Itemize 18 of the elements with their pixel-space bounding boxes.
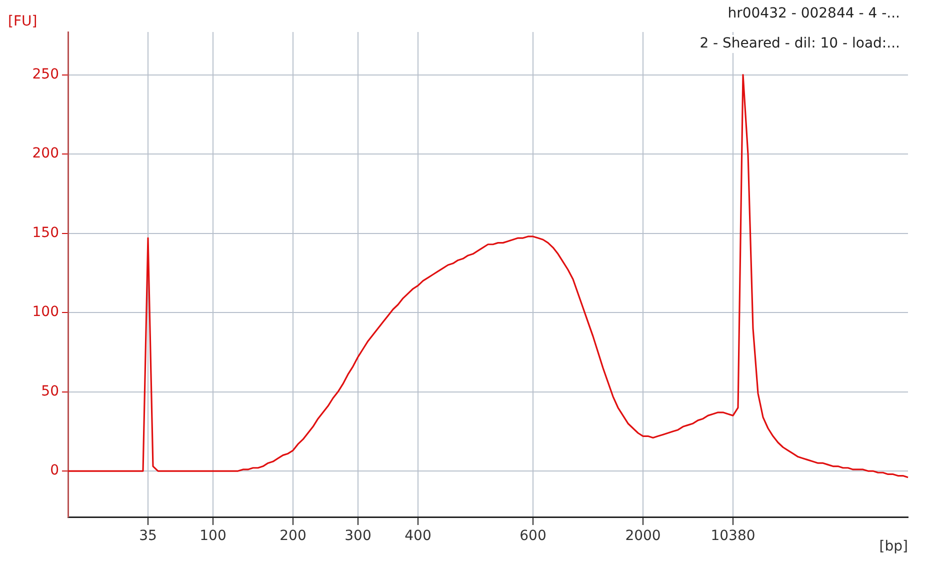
- x-tick-label: 35: [139, 528, 157, 544]
- x-tick-label: 600: [520, 528, 546, 544]
- y-tick-label: 250: [32, 66, 59, 82]
- x-tick-label: 100: [200, 528, 226, 544]
- x-tick-label: 2000: [625, 528, 661, 544]
- x-tick-label: 200: [280, 528, 306, 544]
- y-tick-label: 50: [41, 383, 59, 400]
- text: hr00432 - 002844 - 4 -...: [728, 6, 900, 22]
- y-tick-label: 0: [50, 462, 59, 479]
- y-axis-title: [FU]: [8, 14, 38, 30]
- x-tick-label: 400: [404, 528, 432, 544]
- y-tick-label: 200: [32, 146, 59, 162]
- y-tick-label: 100: [32, 304, 59, 320]
- x-tick-label: 10380: [710, 528, 756, 544]
- y-tick-label: 150: [32, 224, 59, 241]
- x-tick-label: 300: [344, 528, 372, 544]
- x-axis-title: [bp]: [879, 538, 908, 555]
- annotation: 2 - Sheared - dil: 10 - load:...: [700, 36, 900, 52]
